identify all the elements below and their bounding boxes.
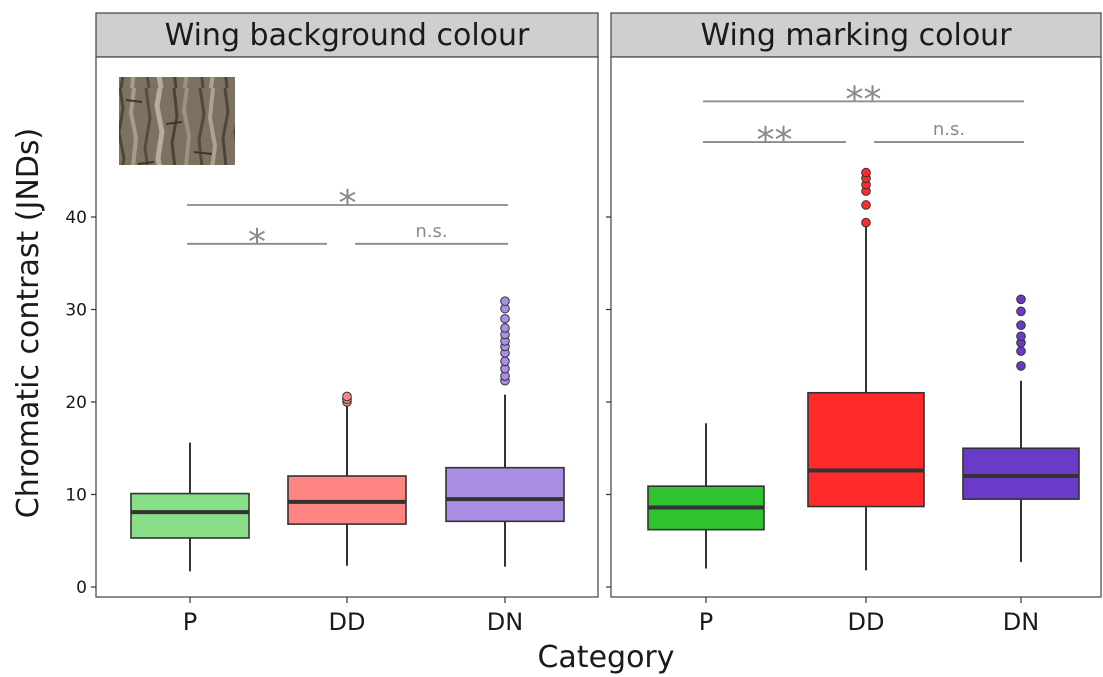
significance-bracket: * [187,222,327,263]
panel-2: Wing marking colour P DD DN ** ** n.s. [606,12,1102,636]
outlier-point [1016,294,1026,305]
outlier-point [861,217,871,228]
outlier-point [861,200,871,210]
significance-label: ** [846,79,882,120]
y-tick-label: 40 [65,208,87,228]
box-dd [287,391,407,566]
x-tick-label: DD [329,608,366,636]
outlier-point [1016,331,1026,342]
significance-label: * [339,183,357,224]
bark-texture-image [119,77,235,165]
outlier-point [861,167,871,178]
significance-label: n.s. [415,221,447,242]
y-tick-label: 0 [76,578,87,598]
x-tick-label: DN [1003,608,1039,636]
significance-bracket: n.s. [874,119,1024,143]
outlier-point [1016,306,1026,317]
box-p [130,442,250,572]
outlier-point [500,296,510,306]
x-tick-label: DN [487,608,523,636]
outlier-point [1016,320,1026,331]
box-iqr [130,492,250,539]
outlier-point [500,313,510,324]
box-dd [807,167,925,571]
box-iqr [807,391,925,508]
box-dn [962,294,1080,563]
significance-bracket: ** [703,79,1024,120]
x-tick-label: P [183,608,197,636]
box-iqr [962,447,1080,500]
panel-title: Wing marking colour [700,18,1012,53]
outlier-point [1016,361,1026,371]
outlier-point [500,356,510,367]
x-axis-title: Category [537,640,674,675]
significance-bracket: n.s. [355,221,508,245]
x-tick-label: P [699,608,713,636]
box-dn [445,296,565,567]
significance-label: n.s. [933,119,965,140]
panel-strip [95,12,599,58]
x-tick-label: DD [848,608,885,636]
significance-bracket: * [187,183,508,224]
box-p [647,423,765,569]
outlier-point [342,391,352,402]
y-axis-title: Chromatic contrast (JNDs) [11,128,46,518]
y-tick-label: 30 [65,301,87,321]
significance-bracket: ** [703,120,846,161]
outlier-point [500,323,510,333]
significance-label: * [248,222,266,263]
significance-label: ** [757,120,793,161]
box-iqr [445,466,565,523]
panel-strip [610,12,1102,58]
outlier-point [1016,346,1026,356]
y-tick-label: 10 [65,486,87,506]
y-tick-label: 20 [65,393,87,413]
panel-1: Wing background colour 0 10 20 30 40 P DD DN * * n.… [65,12,599,636]
panel-title: Wing background colour [165,18,530,53]
